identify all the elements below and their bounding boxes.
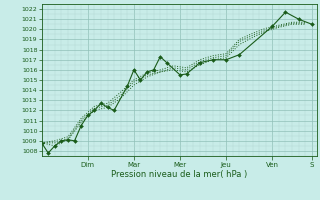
X-axis label: Pression niveau de la mer( hPa ): Pression niveau de la mer( hPa ) [111,170,247,179]
